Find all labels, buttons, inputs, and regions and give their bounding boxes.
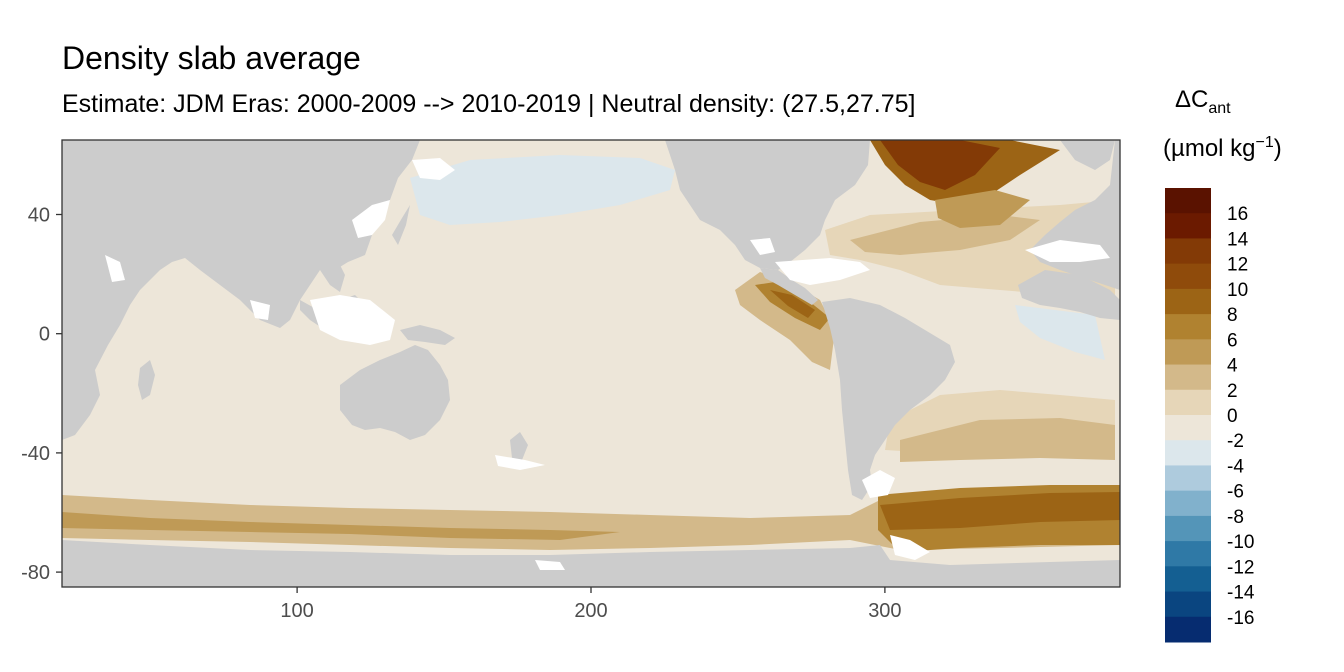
legend-label: -10 (1227, 532, 1254, 553)
no-data-ross (535, 560, 565, 570)
legend-swatch (1165, 541, 1211, 567)
australia-landmass (340, 345, 450, 440)
legend-label: -6 (1227, 482, 1244, 503)
legend-swatch (1165, 263, 1211, 290)
map-area (62, 140, 1120, 587)
legend-label: -2 (1227, 431, 1244, 452)
legend-label: 2 (1227, 381, 1238, 402)
new-zealand-landmass (510, 432, 528, 460)
legend-swatch (1165, 314, 1211, 340)
legend-swatch (1165, 566, 1211, 593)
legend-label: 8 (1227, 305, 1238, 326)
east-pacific-max (770, 290, 815, 318)
legend-swatch (1165, 440, 1211, 466)
antarctica-landmass (62, 540, 1120, 587)
new-guinea-landmass (400, 325, 455, 345)
legend-swatch (1165, 515, 1211, 542)
legend-label: -8 (1227, 507, 1244, 528)
southern-ocean-inner (62, 512, 620, 540)
north-america-landmass (665, 140, 870, 270)
legend-swatch (1165, 490, 1211, 517)
y-tick-label: -80 (21, 562, 50, 584)
legend-label: 6 (1227, 330, 1238, 351)
no-data-gulf (750, 238, 775, 255)
legend-swatch (1165, 364, 1211, 391)
legend-swatch (1165, 465, 1211, 492)
legend-label: -12 (1227, 557, 1254, 578)
greenland-landmass (1060, 140, 1115, 170)
legend-swatch (1165, 288, 1211, 315)
legend-swatch (1165, 616, 1211, 643)
legend-swatch (1165, 213, 1211, 239)
legend-label: -16 (1227, 608, 1254, 629)
chart-subtitle: Estimate: JDM Eras: 2000-2009 --> 2010-2… (62, 90, 916, 118)
atlantic-southern-ocean-core (880, 492, 1120, 530)
x-axis: 100 200 300 (280, 587, 902, 622)
land-masses (62, 140, 1120, 587)
no-data-mediterranean (1025, 240, 1110, 262)
legend-title-unit: (µmol kg−1) (1163, 134, 1282, 162)
x-tick-label: 100 (280, 600, 313, 622)
legend-label: 12 (1227, 255, 1248, 276)
legend-label: 4 (1227, 356, 1238, 377)
x-tick-label: 200 (574, 600, 607, 622)
east-asia-landmass (62, 140, 420, 270)
y-axis: 40 0 -40 -80 (21, 205, 62, 584)
west-africa-landmass (1018, 270, 1120, 320)
south-atlantic-inner (900, 418, 1115, 462)
legend-label: -14 (1227, 583, 1255, 604)
legend-labels: 16 14 12 10 8 6 4 2 0 -2 -4 -6 -8 -10 -12 -14 -16 (1227, 204, 1255, 629)
no-data-okhotsk (412, 158, 455, 180)
no-data-indonesia (310, 295, 395, 345)
legend-label: 10 (1227, 280, 1248, 301)
no-data-japan-sea (352, 200, 390, 238)
no-data-patches (105, 158, 1110, 570)
legend-title-symbol: ΔCant (1175, 86, 1231, 117)
no-data-caribbean (775, 258, 870, 285)
legend-swatch (1165, 339, 1211, 366)
legend-swatch (1165, 188, 1211, 214)
legend-swatch (1165, 389, 1211, 416)
y-tick-label: 0 (39, 324, 50, 346)
madagascar-landmass (138, 360, 155, 400)
legend-label: -4 (1227, 456, 1244, 477)
nordic-seas-core (880, 140, 1000, 190)
no-data-red-sea (105, 255, 125, 282)
central-america-landmass (760, 268, 818, 305)
legend-swatch (1165, 238, 1211, 265)
no-data-weddell (890, 535, 930, 560)
no-data-bay-of-bengal (250, 300, 270, 320)
legend-label: 16 (1227, 204, 1248, 225)
no-data-patagonia (862, 470, 895, 498)
irminger-region (935, 190, 1030, 228)
legend-label: 14 (1227, 229, 1249, 250)
legend-swatch (1165, 591, 1211, 618)
x-tick-label: 300 (868, 600, 901, 622)
y-tick-label: -40 (21, 443, 50, 465)
legend-colorbar (1165, 188, 1211, 643)
south-america-landmass (822, 298, 955, 500)
japan-landmass (392, 205, 410, 245)
equatorial-atlantic-region (1015, 305, 1105, 360)
southern-ocean-band (62, 488, 1120, 550)
north-pacific-region (410, 155, 675, 225)
chart-title: Density slab average (62, 40, 361, 76)
legend-swatch (1165, 415, 1211, 441)
legend-label: 0 (1227, 406, 1238, 427)
no-data-tasman (495, 455, 545, 470)
y-tick-label: 40 (28, 205, 50, 227)
